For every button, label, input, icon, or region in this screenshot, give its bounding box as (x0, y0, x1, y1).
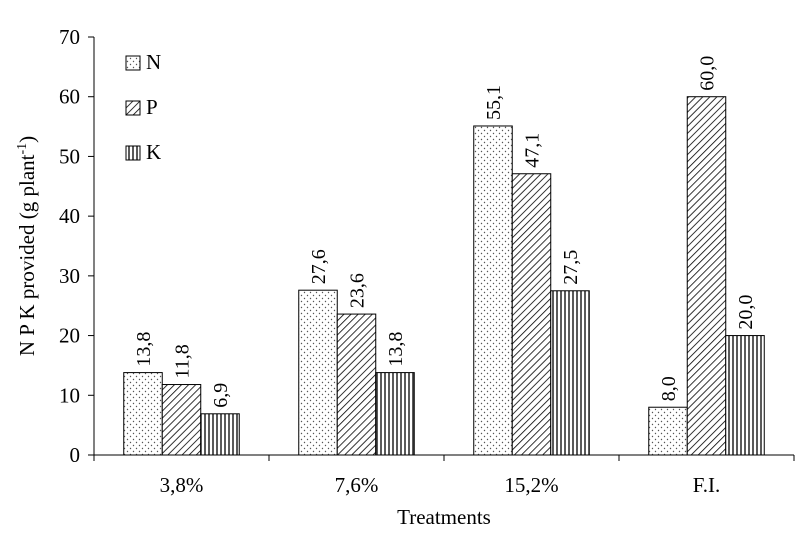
bar-p-2 (336, 313, 377, 456)
y-axis-title: N P K provided (g plant-1) (15, 136, 39, 356)
bar-p-3 (511, 173, 552, 456)
y-tick-label: 30 (59, 264, 80, 288)
data-labels: 13,8 11,8 6,9 27,6 23,6 13,8 55,1 47,1 27,5 8,0 60… (133, 56, 757, 408)
data-label-p-1: 11,8 (172, 344, 194, 378)
data-label-n-4: 8,0 (658, 376, 680, 401)
bar-n-1 (123, 372, 163, 456)
y-tick-label: 0 (70, 443, 81, 467)
legend-swatch-k (125, 145, 141, 161)
x-axis: 3,8% 7,6% 15,2% F.I. (93, 454, 795, 497)
bar-n-4 (648, 406, 688, 456)
bars (123, 96, 765, 456)
x-tick-label: 7,6% (335, 473, 379, 497)
y-tick-label: 10 (59, 383, 80, 407)
bar-n-3 (473, 125, 513, 456)
y-axis-title-superscript: -1 (15, 143, 30, 155)
legend-swatch-n (125, 55, 141, 71)
bar-p-4 (686, 96, 727, 456)
data-label-k-3: 27,5 (560, 250, 582, 285)
x-axis-title: Treatments (397, 505, 491, 529)
y-tick-label: 20 (59, 324, 80, 348)
data-label-p-2: 23,6 (347, 273, 369, 308)
y-tick-label: 70 (59, 25, 80, 49)
bar-k-3 (550, 290, 590, 456)
y-tick-label: 60 (59, 85, 80, 109)
y-axis-title-main: N P K provided (g plant (15, 154, 39, 356)
legend-label-k: K (146, 140, 161, 164)
data-label-k-4: 20,0 (735, 295, 757, 330)
legend-label-p: P (146, 95, 158, 119)
data-label-p-3: 47,1 (522, 133, 544, 168)
y-tick-label: 40 (59, 204, 80, 228)
x-tick-label: F.I. (693, 473, 721, 497)
bar-n-2 (298, 289, 338, 456)
data-label-n-1: 13,8 (133, 332, 155, 367)
x-tick-label: 3,8% (160, 473, 204, 497)
y-axis-title-close: ) (15, 136, 39, 143)
bar-k-1 (200, 413, 240, 456)
bar-k-4 (725, 335, 765, 456)
data-label-k-2: 13,8 (385, 332, 407, 367)
y-axis: 0 10 20 30 40 50 60 70 (59, 25, 95, 467)
x-tick-label: 15,2% (504, 473, 558, 497)
legend-swatch-p (125, 100, 141, 116)
y-tick-label: 50 (59, 144, 80, 168)
legend-label-n: N (146, 50, 161, 74)
bar-p-1 (161, 384, 202, 456)
bar-k-2 (375, 372, 415, 456)
data-label-n-3: 55,1 (483, 85, 505, 120)
data-label-k-1: 6,9 (210, 383, 232, 408)
data-label-p-4: 60,0 (697, 56, 719, 91)
data-label-n-2: 27,6 (308, 249, 330, 284)
legend: NPK (125, 50, 161, 164)
